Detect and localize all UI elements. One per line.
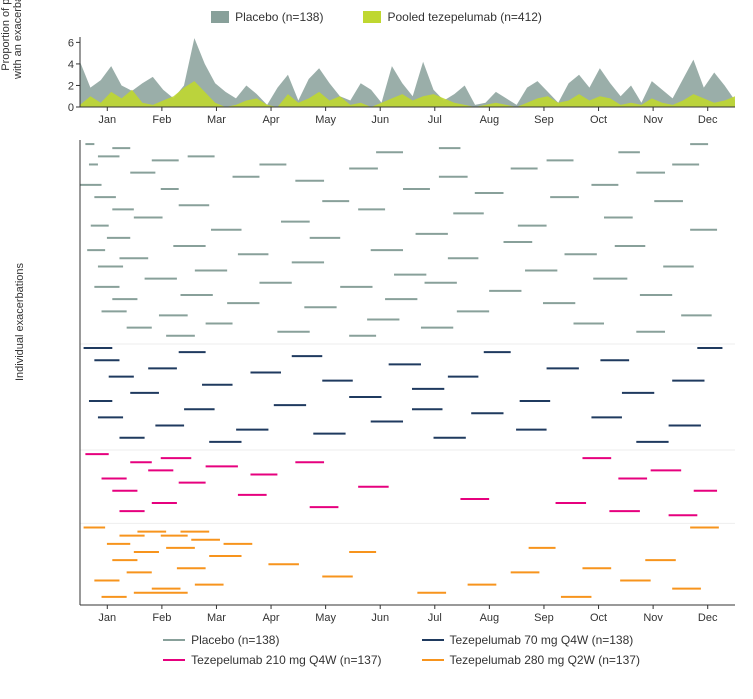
svg-text:Mar: Mar <box>207 114 226 126</box>
area-chart-svg: 0 2 4 6 Jan Feb Mar Apr May Jun Jul Aug Sep Oct Nov Dec <box>60 32 740 127</box>
bottom-legend: Placebo (n=138) Tezepelumab 210 mg Q4W (… <box>60 633 743 667</box>
svg-text:Apr: Apr <box>262 612 279 624</box>
legend-label: Tezepelumab 210 mg Q4W (n=137) <box>191 653 381 667</box>
top-panel: Proportion of patients with an exacerbat… <box>60 32 743 127</box>
svg-text:2: 2 <box>68 80 74 92</box>
legend-item: Tezepelumab 210 mg Q4W (n=137) <box>163 653 381 667</box>
svg-text:Aug: Aug <box>480 612 500 624</box>
svg-text:May: May <box>315 114 336 126</box>
legend-item: Tezepelumab 70 mg Q4W (n=138) <box>422 633 640 647</box>
svg-text:4: 4 <box>68 59 74 71</box>
swatch-placebo <box>211 11 229 23</box>
svg-text:Jul: Jul <box>428 612 442 624</box>
svg-text:Oct: Oct <box>590 114 607 126</box>
legend-label: Pooled tezepelumab (n=412) <box>387 10 541 24</box>
svg-text:Jun: Jun <box>371 114 389 126</box>
legend-item: Placebo (n=138) <box>163 633 381 647</box>
svg-text:Aug: Aug <box>480 114 500 126</box>
top-legend: Placebo (n=138) Pooled tezepelumab (n=41… <box>10 10 743 24</box>
legend-label: Tezepelumab 70 mg Q4W (n=138) <box>450 633 634 647</box>
bottom-panel: Individual exacerbations JanFebMarAprMay… <box>60 135 743 625</box>
svg-text:May: May <box>315 612 336 624</box>
svg-text:Feb: Feb <box>152 612 171 624</box>
svg-text:0: 0 <box>68 102 74 114</box>
swatch-pooled <box>363 11 381 23</box>
svg-text:Nov: Nov <box>643 612 663 624</box>
svg-text:Jun: Jun <box>371 612 389 624</box>
chart-root: Placebo (n=138) Pooled tezepelumab (n=41… <box>10 10 743 667</box>
legend-label: Placebo (n=138) <box>191 633 279 647</box>
svg-text:Dec: Dec <box>698 114 718 126</box>
svg-text:Sep: Sep <box>534 612 554 624</box>
swatch-line <box>422 639 444 641</box>
svg-text:Mar: Mar <box>207 612 226 624</box>
legend-item: Tezepelumab 280 mg Q2W (n=137) <box>422 653 640 667</box>
svg-text:Jan: Jan <box>98 612 116 624</box>
svg-text:Jan: Jan <box>98 114 116 126</box>
legend-item-placebo: Placebo (n=138) <box>211 10 323 24</box>
legend-label: Tezepelumab 280 mg Q2W (n=137) <box>450 653 640 667</box>
svg-text:Dec: Dec <box>698 612 718 624</box>
svg-text:Sep: Sep <box>534 114 554 126</box>
svg-text:Nov: Nov <box>643 114 663 126</box>
strip-chart-svg: Jan Feb Mar Apr May Jun Jul Aug Sep Oct Nov Dec <box>60 135 740 625</box>
svg-text:Feb: Feb <box>152 114 171 126</box>
svg-text:Jul: Jul <box>428 114 442 126</box>
svg-text:Apr: Apr <box>262 114 279 126</box>
legend-item-pooled: Pooled tezepelumab (n=412) <box>363 10 541 24</box>
swatch-line <box>422 659 444 661</box>
swatch-line <box>163 639 185 641</box>
svg-text:Oct: Oct <box>590 612 607 624</box>
swatch-line <box>163 659 185 661</box>
svg-text:6: 6 <box>68 37 74 49</box>
legend-label: Placebo (n=138) <box>235 10 323 24</box>
